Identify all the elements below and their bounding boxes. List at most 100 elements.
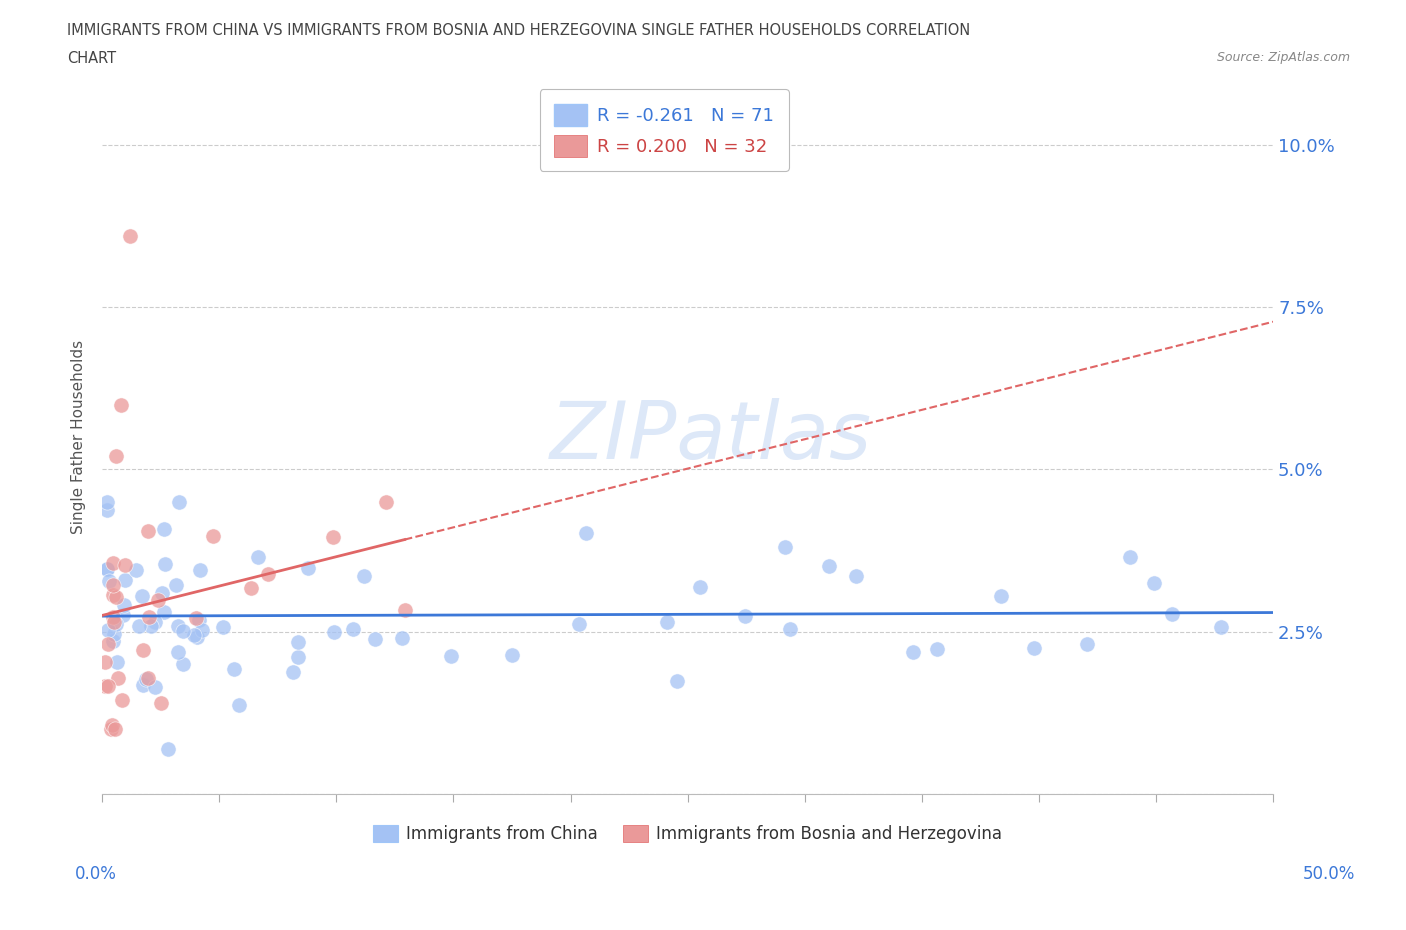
Point <box>844 568 866 583</box>
Point <box>394 603 416 618</box>
Point <box>224 662 246 677</box>
Point <box>374 494 396 509</box>
Point <box>100 717 122 732</box>
Point <box>191 623 214 638</box>
Point <box>186 630 208 644</box>
Point <box>103 634 125 649</box>
Point <box>1161 607 1184 622</box>
Point <box>734 608 756 623</box>
Point <box>186 611 208 626</box>
Text: Source: ZipAtlas.com: Source: ZipAtlas.com <box>1216 51 1350 64</box>
Point <box>110 397 132 412</box>
Point <box>228 698 250 712</box>
Point <box>501 647 523 662</box>
Point <box>97 574 120 589</box>
Text: ZIPatlas: ZIPatlas <box>550 398 872 476</box>
Text: 0.0%: 0.0% <box>75 865 117 883</box>
Y-axis label: Single Father Households: Single Father Households <box>72 339 86 534</box>
Point <box>135 671 157 686</box>
Point <box>120 229 142 244</box>
Point <box>96 502 118 517</box>
Point <box>146 592 169 607</box>
Point <box>239 581 262 596</box>
Point <box>167 495 190 510</box>
Legend: Immigrants from China, Immigrants from Bosnia and Herzegovina: Immigrants from China, Immigrants from B… <box>367 818 1010 850</box>
Point <box>322 530 344 545</box>
Point <box>1118 550 1140 565</box>
Point <box>665 673 688 688</box>
Point <box>165 578 187 592</box>
Point <box>104 590 127 604</box>
Point <box>111 693 134 708</box>
Point <box>97 637 120 652</box>
Point <box>114 573 136 588</box>
Point <box>257 567 280 582</box>
Point <box>166 645 188 660</box>
Point <box>153 557 176 572</box>
Point <box>143 615 166 630</box>
Point <box>1022 641 1045 656</box>
Text: CHART: CHART <box>67 51 117 66</box>
Point <box>125 563 148 578</box>
Point <box>183 628 205 643</box>
Point <box>353 568 375 583</box>
Point <box>104 617 127 631</box>
Point <box>96 561 118 576</box>
Point <box>103 555 125 570</box>
Point <box>103 627 125 642</box>
Point <box>143 680 166 695</box>
Point <box>93 679 115 694</box>
Point <box>391 631 413 645</box>
Point <box>153 522 176 537</box>
Point <box>136 671 159 685</box>
Point <box>202 528 225 543</box>
Point <box>773 539 796 554</box>
Point <box>111 607 134 622</box>
Point <box>107 671 129 685</box>
Point <box>568 617 591 631</box>
Point <box>114 558 136 573</box>
Point <box>101 578 124 592</box>
Point <box>101 588 124 603</box>
Point <box>93 655 115 670</box>
Point <box>97 678 120 693</box>
Point <box>342 621 364 636</box>
Point <box>104 722 127 737</box>
Point <box>132 643 155 658</box>
Point <box>689 580 711 595</box>
Point <box>153 604 176 619</box>
Point <box>101 610 124 625</box>
Point <box>103 615 125 630</box>
Point <box>138 609 160 624</box>
Point <box>152 586 174 601</box>
Point <box>990 589 1012 604</box>
Point <box>149 696 172 711</box>
Point <box>364 631 387 646</box>
Point <box>132 678 155 693</box>
Point <box>131 588 153 603</box>
Point <box>114 598 136 613</box>
Text: 50.0%: 50.0% <box>1302 865 1355 883</box>
Point <box>188 613 211 628</box>
Point <box>575 525 598 540</box>
Point <box>141 618 163 633</box>
Point <box>779 622 801 637</box>
Point <box>657 614 679 629</box>
Point <box>157 741 180 756</box>
Point <box>818 559 841 574</box>
Point <box>100 722 122 737</box>
Point <box>1209 619 1232 634</box>
Point <box>138 524 160 538</box>
Point <box>97 622 120 637</box>
Point <box>323 624 346 639</box>
Point <box>172 657 194 671</box>
Point <box>188 562 211 577</box>
Point <box>128 618 150 633</box>
Point <box>287 650 309 665</box>
Point <box>1076 637 1098 652</box>
Point <box>281 664 304 679</box>
Point <box>211 619 233 634</box>
Point <box>901 644 924 659</box>
Point <box>105 655 128 670</box>
Point <box>1143 576 1166 591</box>
